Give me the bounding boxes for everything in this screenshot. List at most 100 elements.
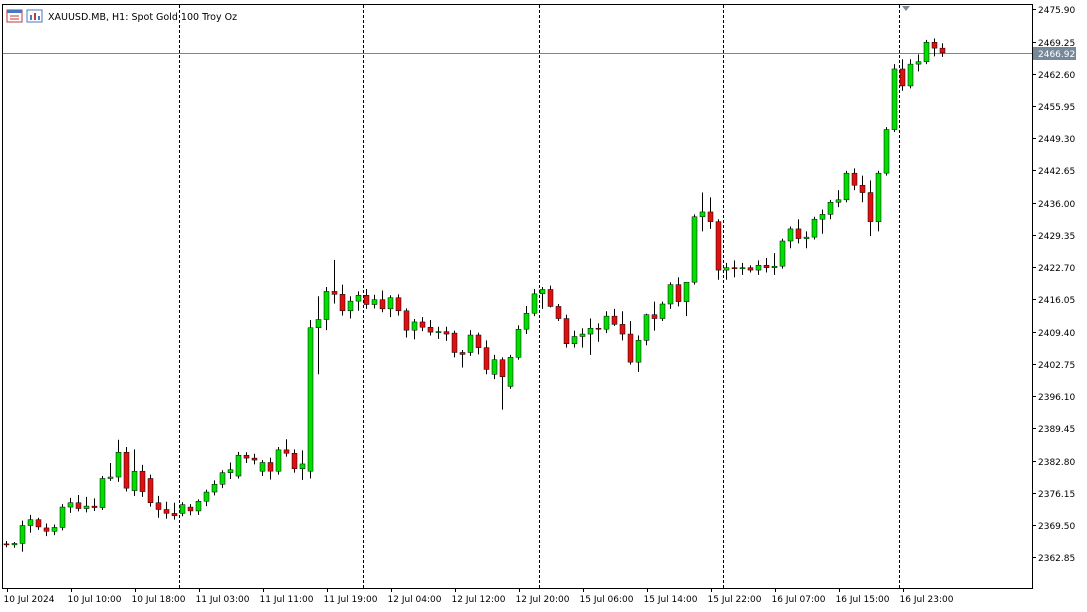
bull-candle-body xyxy=(683,281,690,302)
time-tick-label: 15 Jul 14:00 xyxy=(644,595,698,605)
candle xyxy=(59,504,66,531)
price-tick-label: 2362.85 xyxy=(1038,554,1075,564)
candle xyxy=(131,449,138,496)
price-tick-label: 2449.30 xyxy=(1038,135,1075,145)
bull-candle-body xyxy=(507,357,514,387)
candle xyxy=(715,219,722,280)
candle xyxy=(19,520,26,552)
current-price-tag-label: 2466.92 xyxy=(1038,50,1075,60)
candle xyxy=(739,262,746,275)
bull-candle-body xyxy=(315,319,322,329)
candle xyxy=(891,64,898,132)
bull-candle-body xyxy=(667,284,674,305)
bear-candle-body xyxy=(75,502,82,509)
candle xyxy=(547,285,554,308)
price-tick-label: 2389.45 xyxy=(1038,425,1075,435)
bear-candle-body xyxy=(675,284,682,302)
candle xyxy=(659,301,666,321)
bear-candle-body xyxy=(851,172,858,186)
candle xyxy=(339,284,346,316)
candle xyxy=(867,180,874,237)
indicators-icon[interactable] xyxy=(26,9,43,23)
candle xyxy=(827,199,834,220)
bull-candle-body xyxy=(891,68,898,130)
candle xyxy=(347,296,354,319)
bear-candle-body xyxy=(163,509,170,514)
bull-candle-body xyxy=(691,216,698,283)
bull-candle-body xyxy=(843,172,850,201)
bear-candle-body xyxy=(611,315,618,325)
candle xyxy=(851,168,858,191)
chart-header: XAUUSD.MB, H1: Spot Gold 100 Troy Oz xyxy=(6,9,237,23)
candle xyxy=(3,540,10,548)
candle xyxy=(675,277,682,307)
bull-candle-body xyxy=(803,236,810,239)
bull-candle-body xyxy=(371,299,378,305)
bull-candle-body xyxy=(907,63,914,87)
candle xyxy=(875,170,882,232)
shift-marker-icon[interactable] xyxy=(902,6,910,11)
bear-candle-body xyxy=(3,543,10,546)
candle xyxy=(323,287,330,331)
candle xyxy=(331,259,338,304)
bull-candle-body xyxy=(435,331,442,333)
candle xyxy=(75,494,82,512)
chart-window-icon[interactable] xyxy=(6,9,23,23)
candle xyxy=(651,301,658,331)
candle xyxy=(667,282,674,309)
bear-candle-body xyxy=(291,453,298,470)
price-axis[interactable]: 2475.90 2469.25 2462.60 2455.95 2449.30 2442.… xyxy=(1032,6,1075,564)
candle xyxy=(491,354,498,380)
price-tick-label: 2462.60 xyxy=(1038,71,1075,81)
candle xyxy=(755,260,762,275)
bear-candle-body xyxy=(459,352,466,355)
candle xyxy=(203,489,210,507)
candle xyxy=(683,281,690,317)
bull-candle-body xyxy=(307,327,314,472)
candle xyxy=(51,524,58,536)
time-tick-label: 15 Jul 06:00 xyxy=(580,595,634,605)
bull-candle-body xyxy=(107,476,114,479)
time-tick-label: 15 Jul 22:00 xyxy=(708,595,762,605)
bear-candle-body xyxy=(899,68,906,87)
candle xyxy=(931,38,938,57)
candle xyxy=(411,319,418,340)
candle xyxy=(907,59,914,89)
bull-candle-body xyxy=(83,505,90,509)
candle xyxy=(555,304,562,321)
candle xyxy=(747,265,754,273)
candle xyxy=(923,39,930,65)
bull-candle-body xyxy=(811,218,818,238)
candle xyxy=(899,59,906,91)
bull-candle-body xyxy=(411,321,418,331)
time-axis[interactable]: 10 Jul 2024 10 Jul 10:00 10 Jul 18:00 11 Ju… xyxy=(4,588,954,605)
candle xyxy=(251,453,258,465)
candle xyxy=(779,238,786,269)
candle xyxy=(363,288,370,309)
bear-candle-body xyxy=(251,457,258,461)
price-tick-label: 2429.35 xyxy=(1038,232,1075,242)
bull-candle-body xyxy=(723,267,730,271)
bull-candle-body xyxy=(203,491,210,502)
bear-candle-body xyxy=(451,332,458,353)
bull-candle-body xyxy=(835,199,842,203)
bear-candle-body xyxy=(651,314,658,319)
bear-candle-body xyxy=(267,462,274,472)
bear-candle-body xyxy=(867,192,874,222)
bull-candle-body xyxy=(275,449,282,472)
bear-candle-body xyxy=(547,289,554,307)
candle xyxy=(259,460,266,477)
bear-candle-body xyxy=(283,449,290,454)
candle xyxy=(219,470,226,489)
candle xyxy=(427,320,434,336)
bear-candle-body xyxy=(859,185,866,193)
time-tick-label: 10 Jul 10:00 xyxy=(68,595,122,605)
candle xyxy=(35,517,42,530)
candle xyxy=(859,175,866,203)
bull-candle-body xyxy=(211,484,218,493)
bear-candle-body xyxy=(747,267,754,271)
bull-candle-body xyxy=(179,504,186,514)
candle xyxy=(459,350,466,368)
